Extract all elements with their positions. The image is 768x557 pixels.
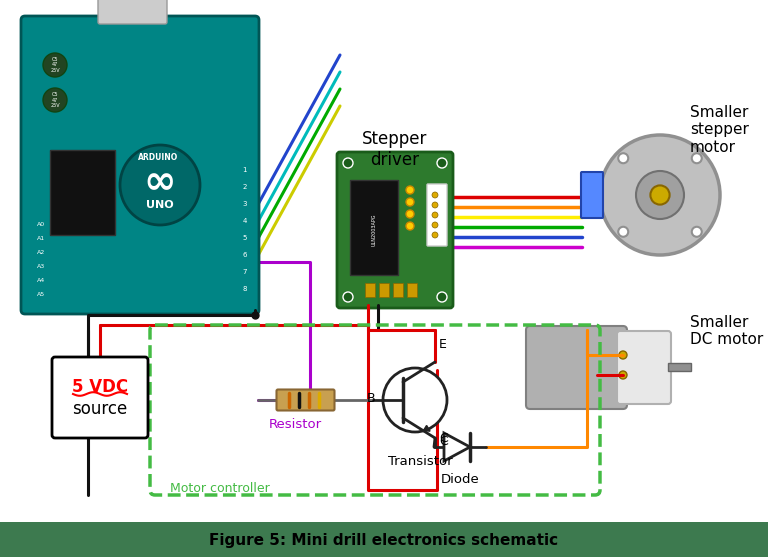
Bar [407,283,417,297]
Text: 6: 6 [243,252,247,258]
Circle shape [432,232,438,238]
Text: ULN2003APG: ULN2003APG [372,214,376,246]
FancyBboxPatch shape [337,152,453,308]
Circle shape [437,158,447,168]
FancyBboxPatch shape [427,184,447,246]
Text: Transistor: Transistor [388,455,452,468]
Text: A4: A4 [37,278,45,284]
Circle shape [120,145,200,225]
Text: 4: 4 [243,218,247,224]
FancyBboxPatch shape [276,389,335,411]
Text: 8: 8 [243,286,247,292]
Text: B: B [367,392,376,405]
Text: A0: A0 [37,222,45,227]
FancyBboxPatch shape [21,16,259,314]
Circle shape [406,210,414,218]
Circle shape [636,171,684,219]
Circle shape [618,153,628,163]
Text: A1: A1 [37,237,45,242]
Text: 3: 3 [243,201,247,207]
Circle shape [406,222,414,230]
Circle shape [432,222,438,228]
Text: Diode: Diode [441,473,479,486]
Circle shape [406,186,414,194]
Text: C5
47
25V: C5 47 25V [50,57,60,74]
Text: C: C [439,435,448,448]
Text: A5: A5 [37,292,45,297]
Circle shape [43,88,67,112]
Bar [668,363,690,371]
Circle shape [343,158,353,168]
Circle shape [692,153,702,163]
Text: Figure 5: Mini drill electronics schematic: Figure 5: Mini drill electronics schemat… [210,532,558,548]
FancyBboxPatch shape [98,0,167,24]
Circle shape [600,135,720,255]
Text: Motor controller: Motor controller [170,482,270,495]
Bar [0,522,768,557]
Text: E: E [439,338,447,351]
Text: 5 VDC: 5 VDC [72,378,128,396]
Circle shape [650,185,670,204]
Text: ∞: ∞ [144,163,176,201]
Text: Smaller
stepper
motor: Smaller stepper motor [690,105,749,155]
Text: 5: 5 [243,235,247,241]
Circle shape [437,292,447,302]
FancyBboxPatch shape [526,326,627,409]
Text: UNO: UNO [146,200,174,210]
Text: C5
47
25V: C5 47 25V [50,92,60,108]
Text: source: source [72,400,127,418]
Text: Resistor: Resistor [269,418,322,431]
Text: Stepper
driver: Stepper driver [362,130,428,169]
Text: 2: 2 [243,184,247,190]
Circle shape [43,53,67,77]
Bar [50,150,115,235]
FancyBboxPatch shape [52,357,148,438]
Text: A3: A3 [37,265,45,270]
Bar [379,283,389,297]
Text: 7: 7 [243,269,247,275]
Text: C: C [439,432,448,445]
Circle shape [619,371,627,379]
Text: Smaller
DC motor: Smaller DC motor [690,315,763,348]
Bar [350,180,398,275]
Polygon shape [444,433,470,461]
Circle shape [618,227,628,237]
Text: ARDUINO: ARDUINO [138,153,178,162]
FancyBboxPatch shape [617,331,671,404]
Circle shape [432,212,438,218]
Circle shape [343,292,353,302]
Bar [393,283,403,297]
Bar [365,283,375,297]
Text: 1: 1 [243,167,247,173]
FancyBboxPatch shape [581,172,603,218]
Circle shape [406,198,414,206]
Circle shape [383,368,447,432]
Circle shape [432,202,438,208]
Polygon shape [423,426,430,431]
Text: A2: A2 [37,251,45,256]
Circle shape [432,192,438,198]
Circle shape [692,227,702,237]
Circle shape [619,351,627,359]
